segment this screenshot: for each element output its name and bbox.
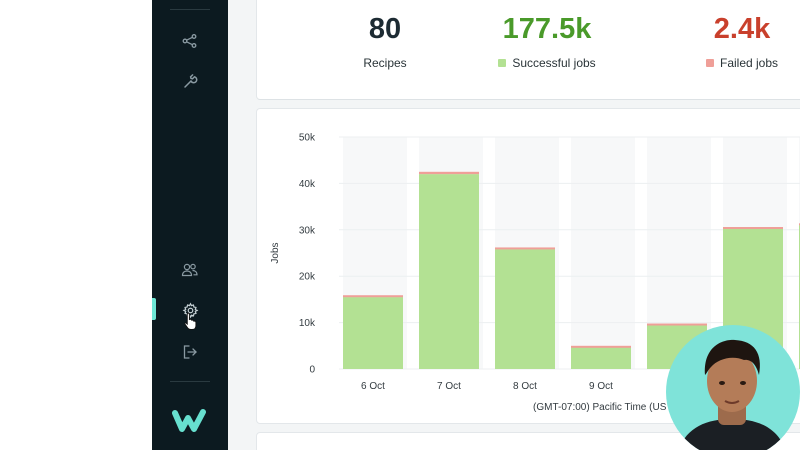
users-icon[interactable] (178, 258, 202, 282)
wrench-icon[interactable] (178, 70, 202, 94)
recipes-label: Recipes (363, 56, 407, 70)
y-tick-label: 40k (299, 179, 316, 190)
y-axis-label: Jobs (270, 242, 281, 263)
y-tick-label: 20k (299, 272, 316, 283)
y-tick-label: 10k (299, 318, 316, 329)
successful-bar (419, 174, 479, 369)
successful-jobs-label: Successful jobs (512, 56, 596, 70)
successful-bar (571, 346, 631, 369)
presenter-avatar (678, 339, 786, 450)
webcam-overlay (666, 325, 800, 450)
column-background (571, 137, 635, 369)
gear-icon[interactable] (178, 298, 202, 322)
failed-bar (647, 323, 707, 326)
successful-bar (495, 249, 555, 369)
x-tick-label: 6 Oct (361, 381, 385, 392)
logout-icon[interactable] (178, 340, 202, 364)
successful-legend-swatch (498, 59, 507, 67)
failed-bar (723, 227, 783, 230)
failed-legend-swatch (705, 59, 714, 67)
y-tick-label: 50k (299, 133, 316, 144)
x-tick-label: 9 Oct (589, 381, 613, 392)
failed-bar (571, 345, 631, 348)
failed-bar (343, 295, 403, 298)
failed-bar (419, 171, 479, 175)
stats-card: 80 Recipes 177.5k Successful jobs 2.4k F… (256, 0, 800, 100)
recipes-count: 80 (368, 13, 402, 45)
x-tick-label: 8 Oct (513, 381, 537, 392)
failed-jobs-stat[interactable]: 2.4k Failed jobs (672, 11, 800, 70)
recipes-stat[interactable]: 80 Recipes (315, 11, 455, 70)
workato-logo-icon[interactable] (172, 407, 208, 437)
successful-bar (343, 297, 403, 369)
y-tick-label: 30k (299, 225, 316, 236)
share-icon[interactable] (178, 29, 202, 53)
x-axis-label: (GMT-07:00) Pacific Time (US & Ca (533, 402, 692, 413)
sidebar-divider (170, 9, 210, 10)
failed-jobs-count: 2.4k (713, 13, 771, 45)
hand-cursor-icon (184, 312, 197, 330)
y-tick-label: 0 (309, 365, 315, 376)
active-nav-indicator (152, 298, 156, 320)
failed-jobs-label: Failed jobs (719, 56, 779, 70)
next-card (256, 432, 800, 450)
sidebar (152, 0, 228, 450)
successful-jobs-stat[interactable]: 177.5k Successful jobs (477, 11, 617, 70)
failed-bar (495, 247, 555, 250)
x-tick-label: 7 Oct (437, 381, 461, 392)
successful-jobs-count: 177.5k (502, 13, 592, 45)
sidebar-divider (170, 381, 210, 382)
